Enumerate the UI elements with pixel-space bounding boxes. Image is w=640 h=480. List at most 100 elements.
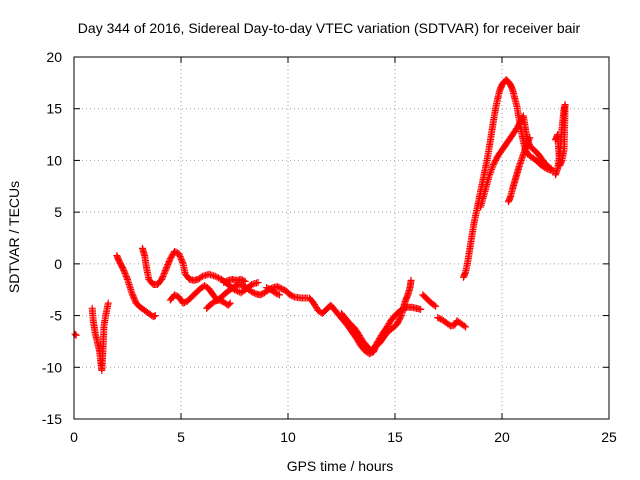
series-segment-seg3 bbox=[113, 252, 159, 321]
series-segment-seg1 bbox=[71, 330, 80, 339]
y-tick-label: -5 bbox=[50, 308, 63, 324]
data-point-marker bbox=[164, 261, 172, 269]
data-point-marker bbox=[128, 290, 136, 298]
data-point-marker bbox=[177, 255, 185, 263]
data-point-marker bbox=[489, 162, 497, 170]
data-point-marker bbox=[546, 164, 554, 172]
data-point-marker bbox=[175, 250, 183, 258]
data-point-marker bbox=[131, 296, 139, 304]
series-segment-seg6 bbox=[203, 296, 234, 312]
data-point-marker bbox=[119, 265, 127, 273]
data-point-marker bbox=[240, 277, 248, 285]
data-point-marker bbox=[487, 167, 495, 175]
data-point-marker bbox=[525, 135, 533, 143]
y-tick-label: 20 bbox=[46, 49, 62, 65]
data-point-marker bbox=[407, 276, 415, 284]
data-point-marker bbox=[163, 264, 171, 272]
data-point-marker bbox=[214, 274, 222, 282]
data-point-marker bbox=[432, 302, 440, 310]
data-point-marker bbox=[552, 136, 559, 144]
series-segment-seg12 bbox=[434, 314, 470, 331]
y-tick-label: 5 bbox=[54, 204, 62, 220]
series-segment-seg11 bbox=[419, 291, 440, 310]
data-point-marker bbox=[158, 274, 166, 282]
data-point-marker bbox=[526, 134, 534, 142]
plot-frame bbox=[73, 56, 610, 420]
data-point-marker bbox=[485, 172, 493, 180]
y-tick-label: 10 bbox=[46, 152, 62, 168]
data-point-marker bbox=[488, 164, 496, 172]
series-segment-seg15 bbox=[504, 134, 534, 206]
data-point-marker bbox=[211, 272, 219, 280]
data-point-marker bbox=[213, 273, 221, 281]
y-tick-label: 15 bbox=[46, 101, 62, 117]
x-tick-label: 5 bbox=[177, 429, 185, 445]
x-tick-label: 10 bbox=[280, 429, 296, 445]
x-tick-label: 15 bbox=[387, 429, 403, 445]
y-tick-label: -15 bbox=[42, 411, 62, 427]
data-point-marker bbox=[159, 272, 167, 280]
data-point-marker bbox=[176, 252, 184, 260]
x-axis-label: GPS time / hours bbox=[287, 458, 394, 474]
data-point-marker bbox=[120, 267, 128, 275]
data-point-marker bbox=[178, 257, 186, 265]
chart-title: Day 344 of 2016, Sidereal Day-to-day VTE… bbox=[78, 20, 581, 36]
data-point-marker bbox=[130, 295, 138, 303]
data-point-marker bbox=[486, 170, 494, 178]
data-point-marker bbox=[123, 274, 131, 282]
x-tick-label: 0 bbox=[70, 429, 78, 445]
data-point-marker bbox=[120, 268, 128, 276]
data-point-marker bbox=[275, 291, 283, 299]
y-tick-label: -10 bbox=[42, 359, 62, 375]
data-point-marker bbox=[179, 258, 187, 266]
data-point-marker bbox=[162, 265, 170, 273]
data-point-marker bbox=[121, 269, 129, 277]
data-point-marker bbox=[122, 272, 130, 280]
data-point-marker bbox=[254, 278, 262, 286]
series-segment-seg7 bbox=[220, 275, 249, 286]
data-point-marker bbox=[177, 254, 185, 262]
data-point-marker bbox=[165, 258, 173, 266]
x-tick-label: 25 bbox=[601, 429, 617, 445]
data-point-marker bbox=[160, 269, 168, 277]
series-segment-seg8 bbox=[263, 284, 283, 299]
data-point-marker bbox=[160, 271, 168, 279]
data-point-marker bbox=[486, 169, 494, 177]
data-point-marker bbox=[158, 275, 166, 283]
data-point-marker bbox=[151, 312, 159, 320]
series-segment-seg10 bbox=[338, 303, 425, 355]
data-point-marker bbox=[164, 259, 172, 267]
data-point-marker bbox=[397, 313, 405, 321]
data-point-marker bbox=[130, 293, 138, 301]
y-axis-label: SDTVAR / TECUs bbox=[6, 181, 22, 293]
grid-lines bbox=[74, 57, 609, 419]
data-point-marker bbox=[241, 277, 249, 285]
data-point-marker bbox=[462, 323, 470, 331]
data-point-marker bbox=[175, 251, 183, 259]
data-point-marker bbox=[488, 165, 496, 173]
data-point-marker bbox=[417, 305, 425, 313]
series-segment-seg2 bbox=[88, 299, 112, 374]
data-point-marker bbox=[129, 292, 137, 300]
data-point-marker bbox=[274, 290, 282, 298]
data-point-marker bbox=[104, 299, 112, 307]
data-point-marker bbox=[161, 267, 169, 275]
data-point-marker bbox=[197, 273, 205, 281]
y-tick-label: 0 bbox=[54, 256, 62, 272]
data-point-marker bbox=[71, 330, 79, 338]
data-point-marker bbox=[128, 289, 136, 297]
data-point-marker bbox=[161, 268, 169, 276]
data-points bbox=[71, 76, 569, 374]
data-point-marker bbox=[122, 271, 130, 279]
x-tick-label: 20 bbox=[494, 429, 510, 445]
axis-ticks: 0 5 10 15 20 25 -15 -10 -5 0 5 10 15 20 bbox=[42, 49, 617, 445]
data-point-marker bbox=[430, 301, 438, 309]
data-point-marker bbox=[547, 165, 555, 173]
series-segment-seg16 bbox=[552, 101, 569, 179]
data-point-marker bbox=[460, 322, 468, 330]
data-point-marker bbox=[289, 292, 297, 300]
data-point-marker bbox=[163, 262, 171, 270]
data-point-marker bbox=[225, 300, 233, 308]
